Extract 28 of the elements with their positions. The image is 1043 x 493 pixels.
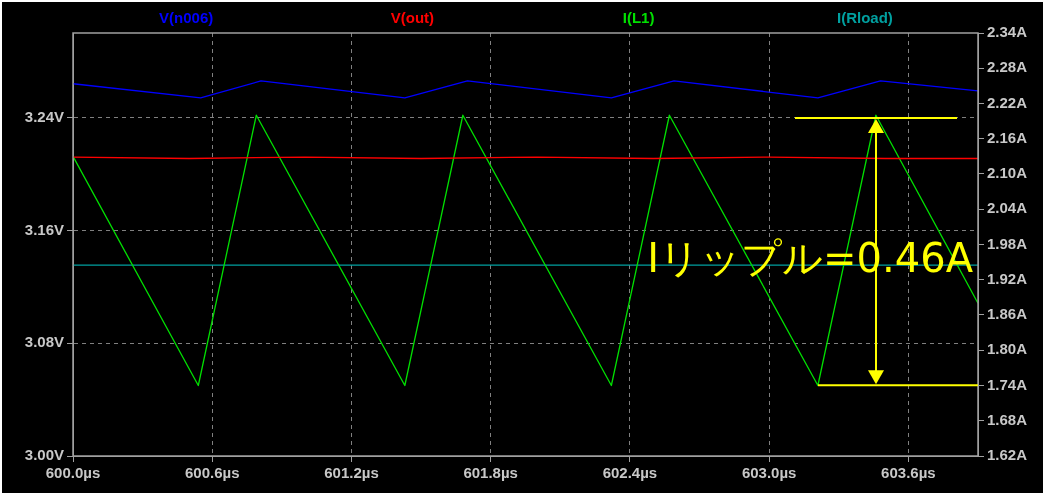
y-tick-label: 3.00V bbox=[24, 446, 64, 464]
x-tick-label: 600.6µs bbox=[184, 464, 240, 482]
text: V(n006) bbox=[159, 8, 214, 26]
y-tick-label: 3.16V bbox=[24, 220, 64, 238]
y2-tick-label: 2.22A bbox=[987, 93, 1028, 111]
y2-tick-label: 1.92A bbox=[987, 269, 1028, 287]
x-tick-label: 601.8µs bbox=[463, 464, 518, 482]
x-tick-label: 600.0µs bbox=[45, 464, 101, 482]
x-tick-label: 601.2µs bbox=[324, 464, 379, 482]
y2-tick-label: 1.86A bbox=[987, 305, 1028, 323]
x-tick-label: 603.0µs bbox=[741, 464, 797, 482]
y2-tick-label: 1.98A bbox=[987, 234, 1028, 252]
x-tick-label: 602.4µs bbox=[602, 464, 658, 482]
text: V(out) bbox=[390, 8, 435, 26]
text: I(Rload) bbox=[836, 8, 893, 26]
y2-tick-label: 2.34A bbox=[987, 23, 1028, 41]
y2-tick-label: 1.68A bbox=[987, 410, 1028, 428]
y-tick-label: 3.24V bbox=[24, 107, 64, 125]
y2-tick-label: 2.28A bbox=[987, 58, 1028, 76]
y2-tick-label: 2.16A bbox=[987, 128, 1028, 146]
text: I(L1) bbox=[622, 8, 655, 26]
y-tick-label: 3.08V bbox=[24, 333, 64, 351]
y2-tick-label: 1.62A bbox=[987, 446, 1028, 464]
y2-tick-label: 1.74A bbox=[987, 375, 1028, 393]
y2-tick-label: 2.10A bbox=[987, 164, 1028, 182]
x-tick-label: 603.6µs bbox=[881, 464, 936, 482]
y2-tick-label: 1.80A bbox=[987, 340, 1028, 358]
y2-tick-label: 2.04A bbox=[987, 199, 1028, 217]
